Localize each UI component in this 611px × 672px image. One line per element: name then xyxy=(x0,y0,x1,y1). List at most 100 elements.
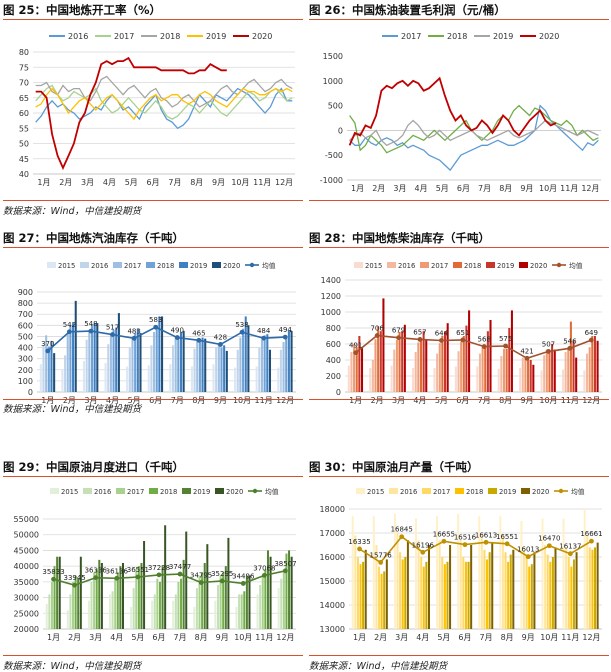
bar-2020 xyxy=(164,525,167,629)
x-tick-label: 9月 xyxy=(216,633,229,642)
avg-point xyxy=(374,333,380,338)
bar-2019 xyxy=(404,557,407,629)
avg-point xyxy=(114,575,120,581)
x-tick-label: 3月 xyxy=(84,396,97,405)
avg-point xyxy=(357,546,362,552)
bar-2020 xyxy=(290,330,293,392)
bar-2017 xyxy=(135,569,138,629)
bar-2019 xyxy=(77,578,80,629)
bar-2017 xyxy=(483,549,486,629)
legend-swatch-2018 xyxy=(146,262,155,268)
x-tick-label: 5月 xyxy=(128,396,141,405)
x-tick-label: 12月 xyxy=(275,178,293,187)
bar-2018 xyxy=(116,572,119,629)
avg-point xyxy=(93,575,99,581)
bar-2016 xyxy=(85,339,88,392)
y-tick-label: 0 xyxy=(336,388,341,397)
legend-label-avg: 均值 xyxy=(262,261,276,270)
x-tick-label: 7月 xyxy=(171,396,184,405)
bar-2019 xyxy=(551,344,554,392)
chart-fig29: 20000 25000 30000 35000 40000 45000 50000 55000… xyxy=(14,487,297,642)
bar-2016 xyxy=(414,352,417,392)
avg-data-label: 36136 xyxy=(106,567,129,575)
y-tick-label: 500 xyxy=(18,332,33,341)
legend-label-2018: 2018 xyxy=(464,262,481,270)
bar-2018 xyxy=(549,561,552,629)
bar-2018 xyxy=(401,559,404,629)
avg-data-label: 679 xyxy=(392,327,405,335)
bar-2020 xyxy=(182,330,185,392)
bar-2020 xyxy=(58,556,61,629)
bar-2019 xyxy=(72,323,75,392)
bar-2016 xyxy=(238,594,241,629)
bar-2017 xyxy=(502,348,506,392)
x-tick-label: 7月 xyxy=(173,633,186,642)
bar-2016 xyxy=(132,588,135,629)
bar-2020 xyxy=(248,575,251,629)
bar-2018 xyxy=(419,340,422,392)
x-tick-label: 4月 xyxy=(413,396,426,405)
y-tick-label: 1000 xyxy=(323,77,343,86)
bar-2018 xyxy=(95,569,98,629)
x-tick-label: 9月 xyxy=(522,633,535,642)
bar-2016 xyxy=(393,349,396,392)
y-tick-label: 13000 xyxy=(320,625,345,634)
bar-2018 xyxy=(377,326,380,392)
avg-point xyxy=(546,349,551,354)
bar-2016 xyxy=(543,355,546,392)
bar-2016 xyxy=(69,594,72,629)
bar-2015 xyxy=(436,516,439,629)
x-tick-label: 1月 xyxy=(351,184,364,193)
legend-label-2020: 2020 xyxy=(530,262,547,270)
avg-data-label: 583 xyxy=(149,316,162,324)
panel-fig30: 图 30：中国原油月产量（千吨） 13000 14000 15000 16000 170… xyxy=(309,459,609,672)
bar-2019 xyxy=(161,566,164,629)
x-tick-label: 1月 xyxy=(41,396,54,405)
bar-2018 xyxy=(243,591,246,629)
bar-2020 xyxy=(596,542,599,629)
bar-2019 xyxy=(140,563,143,629)
bar-2020 xyxy=(553,349,556,392)
bar-2019 xyxy=(572,559,575,629)
avg-data-label: 34496 xyxy=(232,572,255,580)
bar-2019 xyxy=(98,559,101,629)
avg-data-label: 421 xyxy=(520,347,533,355)
bar-2020 xyxy=(139,333,142,392)
y-tick-label: 0 xyxy=(28,388,33,397)
avg-data-label: 575 xyxy=(499,335,512,343)
bar-2018 xyxy=(112,329,115,392)
bar-2017 xyxy=(217,343,220,392)
avg-point xyxy=(240,581,246,586)
bar-2016 xyxy=(150,345,153,392)
x-tick-label: 8月 xyxy=(499,184,512,193)
bar-2018 xyxy=(505,348,508,392)
bar-2015 xyxy=(172,600,175,629)
avg-data-label: 16335 xyxy=(348,538,370,546)
x-tick-label: 4月 xyxy=(106,396,119,405)
bar-2016 xyxy=(193,348,196,392)
bar-2016 xyxy=(111,591,114,629)
x-tick-label: 3月 xyxy=(393,184,406,193)
legend-swatch-2020 xyxy=(519,262,528,268)
bar-2019 xyxy=(115,327,118,392)
avg-data-label: 538 xyxy=(235,321,248,329)
bar-2017 xyxy=(588,547,591,629)
x-tick-label: 6月 xyxy=(147,178,160,187)
bar-2018 xyxy=(220,347,223,392)
series-line-2019 xyxy=(35,87,293,121)
bar-2017 xyxy=(282,342,285,392)
bar-2015 xyxy=(372,516,375,629)
series-line-2019 xyxy=(349,119,599,147)
bar-2020 xyxy=(512,549,515,629)
source-note: 数据来源：Wind，中信建投期货 xyxy=(3,206,142,217)
bar-2017 xyxy=(399,552,402,629)
x-tick-label: 5月 xyxy=(125,178,138,187)
x-tick-label: 3月 xyxy=(89,633,102,642)
bar-2015 xyxy=(412,368,415,392)
legend-swatch-2018 xyxy=(455,488,464,494)
legend-label-2020: 2020 xyxy=(532,488,549,496)
legend-swatch-2017 xyxy=(422,488,431,494)
x-tick-label: 8月 xyxy=(195,633,208,642)
bar-2017 xyxy=(196,340,199,392)
y-tick-label: 18000 xyxy=(320,505,345,514)
